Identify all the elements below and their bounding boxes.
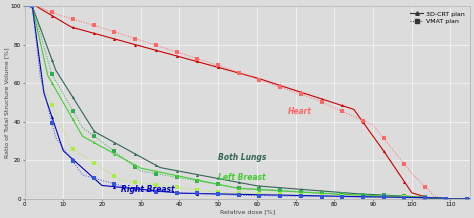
Text: Both Lungs: Both Lungs: [218, 153, 266, 162]
Text: Heart: Heart: [288, 107, 312, 116]
Legend: 3D-CRT plan, VMAT plan: 3D-CRT plan, VMAT plan: [409, 9, 467, 26]
Y-axis label: Ratio of Total Structure Volume [%]: Ratio of Total Structure Volume [%]: [4, 47, 9, 158]
Text: Left Breast: Left Breast: [218, 173, 266, 182]
X-axis label: Relative dose [%]: Relative dose [%]: [219, 209, 275, 214]
Text: Right Breast: Right Breast: [121, 185, 175, 194]
